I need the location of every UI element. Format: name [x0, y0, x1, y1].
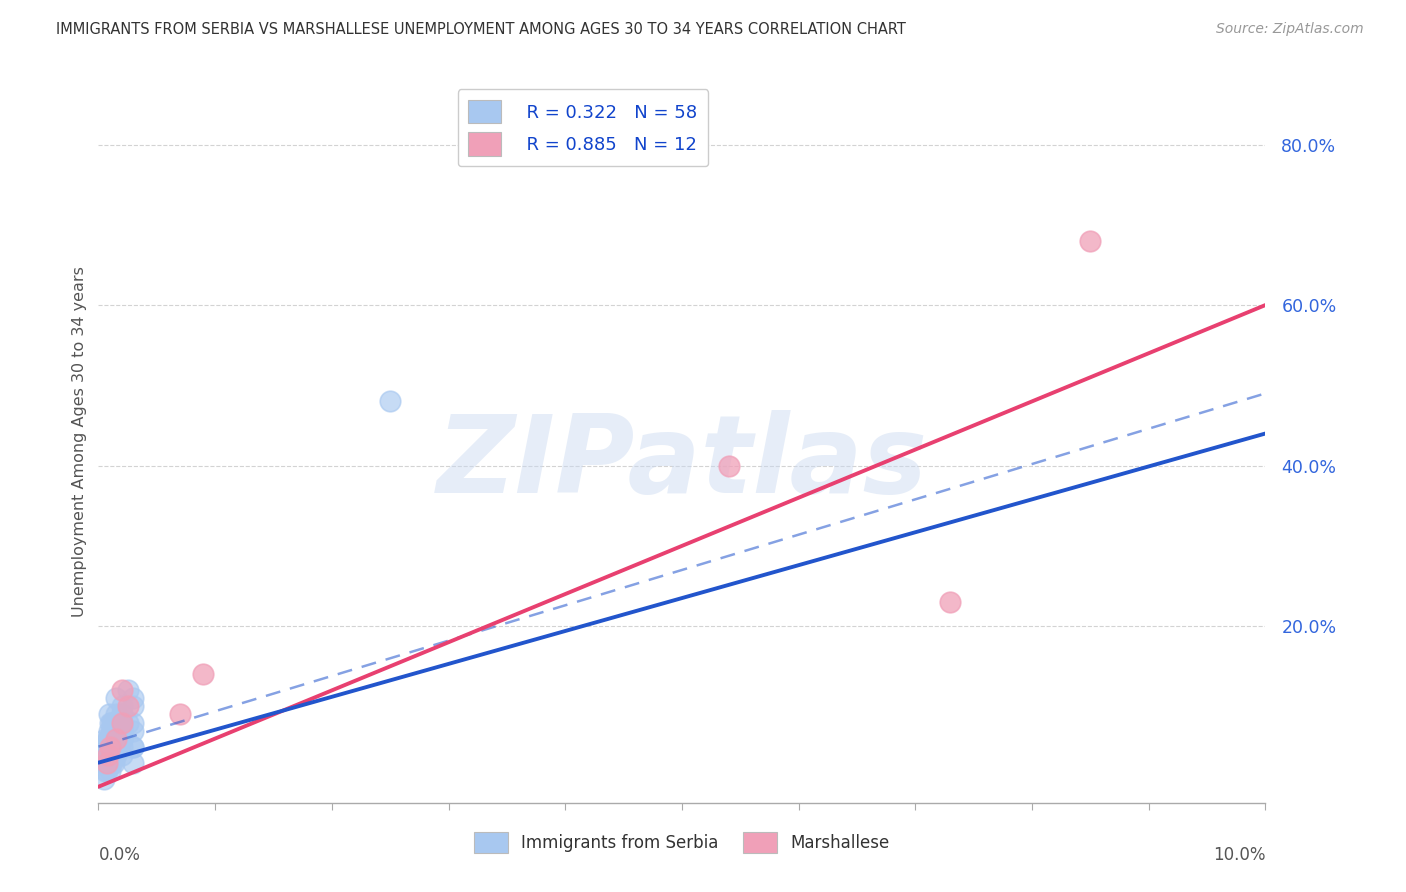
Point: [97, 731, 120, 746]
Point: [111, 715, 134, 730]
Point: [97, 707, 120, 722]
Point: [111, 707, 134, 722]
Point: [93, 756, 115, 770]
Point: [111, 723, 134, 738]
Point: [939, 595, 962, 609]
Point: [1080, 234, 1102, 248]
Point: [122, 756, 145, 770]
Point: [111, 715, 134, 730]
Point: [117, 683, 139, 698]
Point: [117, 715, 139, 730]
Point: [97, 747, 120, 762]
Point: [193, 667, 215, 681]
Point: [96, 764, 118, 778]
Point: [104, 739, 127, 754]
Point: [111, 731, 134, 746]
Point: [111, 731, 134, 746]
Point: [122, 699, 145, 714]
Point: [96, 756, 118, 770]
Point: [104, 731, 127, 746]
Point: [104, 731, 127, 746]
Point: [104, 747, 127, 762]
Text: IMMIGRANTS FROM SERBIA VS MARSHALLESE UNEMPLOYMENT AMONG AGES 30 TO 34 YEARS COR: IMMIGRANTS FROM SERBIA VS MARSHALLESE UN…: [56, 22, 905, 37]
Point: [97, 739, 120, 754]
Point: [93, 772, 115, 786]
Point: [101, 747, 124, 762]
Point: [111, 747, 134, 762]
Point: [104, 739, 127, 754]
Point: [111, 731, 134, 746]
Point: [96, 747, 118, 762]
Point: [101, 715, 124, 730]
Point: [98, 756, 121, 770]
Point: [96, 756, 118, 770]
Point: [104, 707, 127, 722]
Text: Source: ZipAtlas.com: Source: ZipAtlas.com: [1216, 22, 1364, 37]
Point: [122, 715, 145, 730]
Point: [104, 691, 127, 706]
Point: [717, 458, 740, 473]
Point: [122, 739, 145, 754]
Point: [117, 699, 139, 714]
Point: [111, 683, 134, 698]
Text: ZIPatlas: ZIPatlas: [436, 410, 928, 516]
Point: [101, 756, 124, 770]
Point: [94, 764, 117, 778]
Point: [98, 764, 121, 778]
Point: [98, 747, 121, 762]
Point: [97, 731, 120, 746]
Point: [94, 756, 117, 770]
Legend: Immigrants from Serbia, Marshallese: Immigrants from Serbia, Marshallese: [468, 826, 896, 860]
Point: [122, 723, 145, 738]
Point: [93, 739, 115, 754]
Point: [96, 739, 118, 754]
Point: [169, 707, 191, 722]
Point: [101, 715, 124, 730]
Point: [122, 691, 145, 706]
Point: [98, 715, 121, 730]
Point: [98, 739, 121, 754]
Point: [111, 707, 134, 722]
Point: [380, 394, 402, 409]
Point: [97, 739, 120, 754]
Point: [122, 739, 145, 754]
Point: [111, 739, 134, 754]
Point: [97, 747, 120, 762]
Text: 0.0%: 0.0%: [98, 847, 141, 864]
Point: [103, 756, 125, 770]
Point: [104, 731, 127, 746]
Point: [101, 723, 124, 738]
Point: [97, 723, 120, 738]
Point: [97, 747, 120, 762]
Point: [111, 699, 134, 714]
Point: [94, 731, 117, 746]
Point: [101, 723, 124, 738]
Text: 10.0%: 10.0%: [1213, 847, 1265, 864]
Point: [104, 731, 127, 746]
Y-axis label: Unemployment Among Ages 30 to 34 years: Unemployment Among Ages 30 to 34 years: [72, 266, 87, 617]
Point: [111, 723, 134, 738]
